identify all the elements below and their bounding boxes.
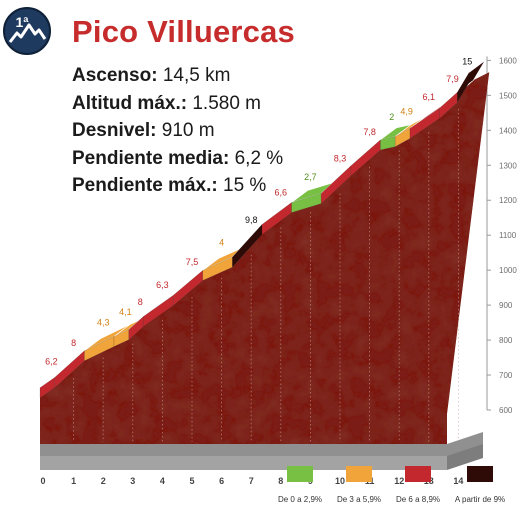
legend-item-black: A partir de 9% [450, 466, 510, 504]
stat-row-ascent: Ascenso: 14,5 km [72, 62, 283, 90]
x-tick-label: 14 [453, 476, 463, 486]
x-tick-label: 4 [160, 476, 165, 486]
x-tick-label: 5 [189, 476, 194, 486]
legend-item-red: De 6 a 8,9% [388, 466, 448, 504]
category-text: 1ª [16, 14, 30, 30]
gradient-label: 2,7 [304, 172, 317, 182]
stat-value: 1.580 m [192, 92, 261, 114]
stat-row-elevation-gain: Desnivel: 910 m [72, 117, 283, 145]
stat-key: Ascenso: [72, 65, 158, 86]
km-gridlines [73, 108, 459, 442]
gradient-label: 6,1 [423, 92, 436, 102]
gradient-label: 2 [389, 112, 394, 122]
gradient-label: 9,8 [245, 215, 258, 225]
gradient-label: 4,9 [400, 106, 413, 116]
y-tick-label: 1400 [499, 126, 517, 135]
mountain-badge-icon: 1ª [3, 7, 51, 55]
stat-value: 15 % [223, 175, 267, 196]
ribbon-segment [457, 60, 486, 104]
ribbon-front-face [457, 71, 470, 104]
stat-value: 910 m [161, 120, 215, 141]
stat-key: Desnivel: [72, 120, 157, 141]
gradient-labels: 6,2 8 4,3 4,1 8 6,3 7,5 4 9,8 6,6 2,7 8,3 7,8 2 4,9 6,1… [45, 56, 472, 366]
x-tick-label: 7 [249, 476, 254, 486]
profile-wall [40, 72, 490, 445]
stat-value: 14,5 km [162, 65, 231, 86]
stat-key: Pendiente máx.: [72, 175, 218, 196]
stat-value: 6,2 % [234, 147, 284, 169]
legend-item-green: De 0 a 2,9% [270, 466, 330, 504]
x-tick-label: 0 [40, 476, 45, 486]
y-tick-label: 600 [499, 406, 513, 415]
x-tick-label: 2 [101, 476, 106, 486]
gradient-label: 8,3 [334, 154, 347, 164]
gradient-label: 15 [462, 56, 472, 66]
legend-label: De 6 a 8,9% [395, 495, 441, 504]
gradient-legend: De 0 a 2,9% De 3 a 5,9% De 6 a 8,9% A pa… [0, 466, 531, 511]
category-badge: 1ª [2, 6, 52, 56]
legend-item-orange: De 3 a 5,9% [329, 466, 389, 504]
base-front [40, 456, 447, 470]
y-tick-label: 1300 [499, 161, 517, 170]
legend-swatch [287, 466, 313, 482]
gradient-label: 4,1 [119, 307, 132, 317]
x-tick-label: 3 [130, 476, 135, 486]
x-tick-label: 10 [335, 476, 345, 486]
gradient-label: 4 [219, 238, 224, 248]
y-tick-label: 1600 [499, 56, 517, 65]
legend-swatch [467, 466, 493, 482]
gradient-label: 8 [138, 297, 143, 307]
stat-key: Altitud máx.: [72, 92, 188, 114]
legend-swatch [405, 466, 431, 482]
x-tick-label: 1 [71, 476, 76, 486]
y-tick-label: 900 [499, 301, 513, 310]
x-tick-label: 6 [219, 476, 224, 486]
base-end [447, 444, 483, 470]
legend-label: De 3 a 5,9% [336, 495, 382, 504]
legend-swatch [346, 466, 372, 482]
legend-label: A partir de 9% [454, 495, 506, 504]
y-tick-label: 1100 [499, 231, 517, 240]
gradient-ribbon [39, 60, 486, 399]
y-tick-label: 1500 [499, 91, 517, 100]
page-title: Pico Villuercas [72, 14, 295, 49]
y-tick-label: 1200 [499, 196, 517, 205]
gradient-label: 7,9 [446, 74, 459, 84]
gradient-label: 7,5 [186, 257, 199, 267]
stat-row-average-gradient: Pendiente media: 6,2 % [72, 145, 283, 173]
profile-wall-fill [40, 72, 490, 445]
climb-stats: Ascenso: 14,5 km Altitud máx.: 1.580 m D… [72, 62, 283, 200]
stat-row-max-altitude: Altitud máx.: 1.580 m [72, 90, 283, 118]
legend-label: De 0 a 2,9% [277, 495, 323, 504]
y-axis: 600 700 800 900 1000 1100 1200 1300 1400 1500 1600 [486, 56, 517, 415]
gradient-label: 6,3 [156, 280, 169, 290]
gradient-label: 7,8 [363, 127, 376, 137]
y-tick-label: 1000 [499, 266, 517, 275]
gradient-label: 8 [71, 338, 76, 348]
stat-key: Pendiente media: [72, 147, 230, 169]
gradient-label: 6,6 [275, 187, 288, 197]
stat-row-max-gradient: Pendiente máx.: 15 % [72, 172, 283, 200]
y-tick-label: 800 [499, 336, 513, 345]
base-strip [40, 432, 483, 470]
x-tick-label: 8 [278, 476, 283, 486]
y-tick-label: 700 [499, 371, 513, 380]
gradient-label: 4,3 [97, 318, 110, 328]
x-tick-label: 12 [394, 476, 404, 486]
gradient-label: 6,2 [45, 357, 58, 367]
